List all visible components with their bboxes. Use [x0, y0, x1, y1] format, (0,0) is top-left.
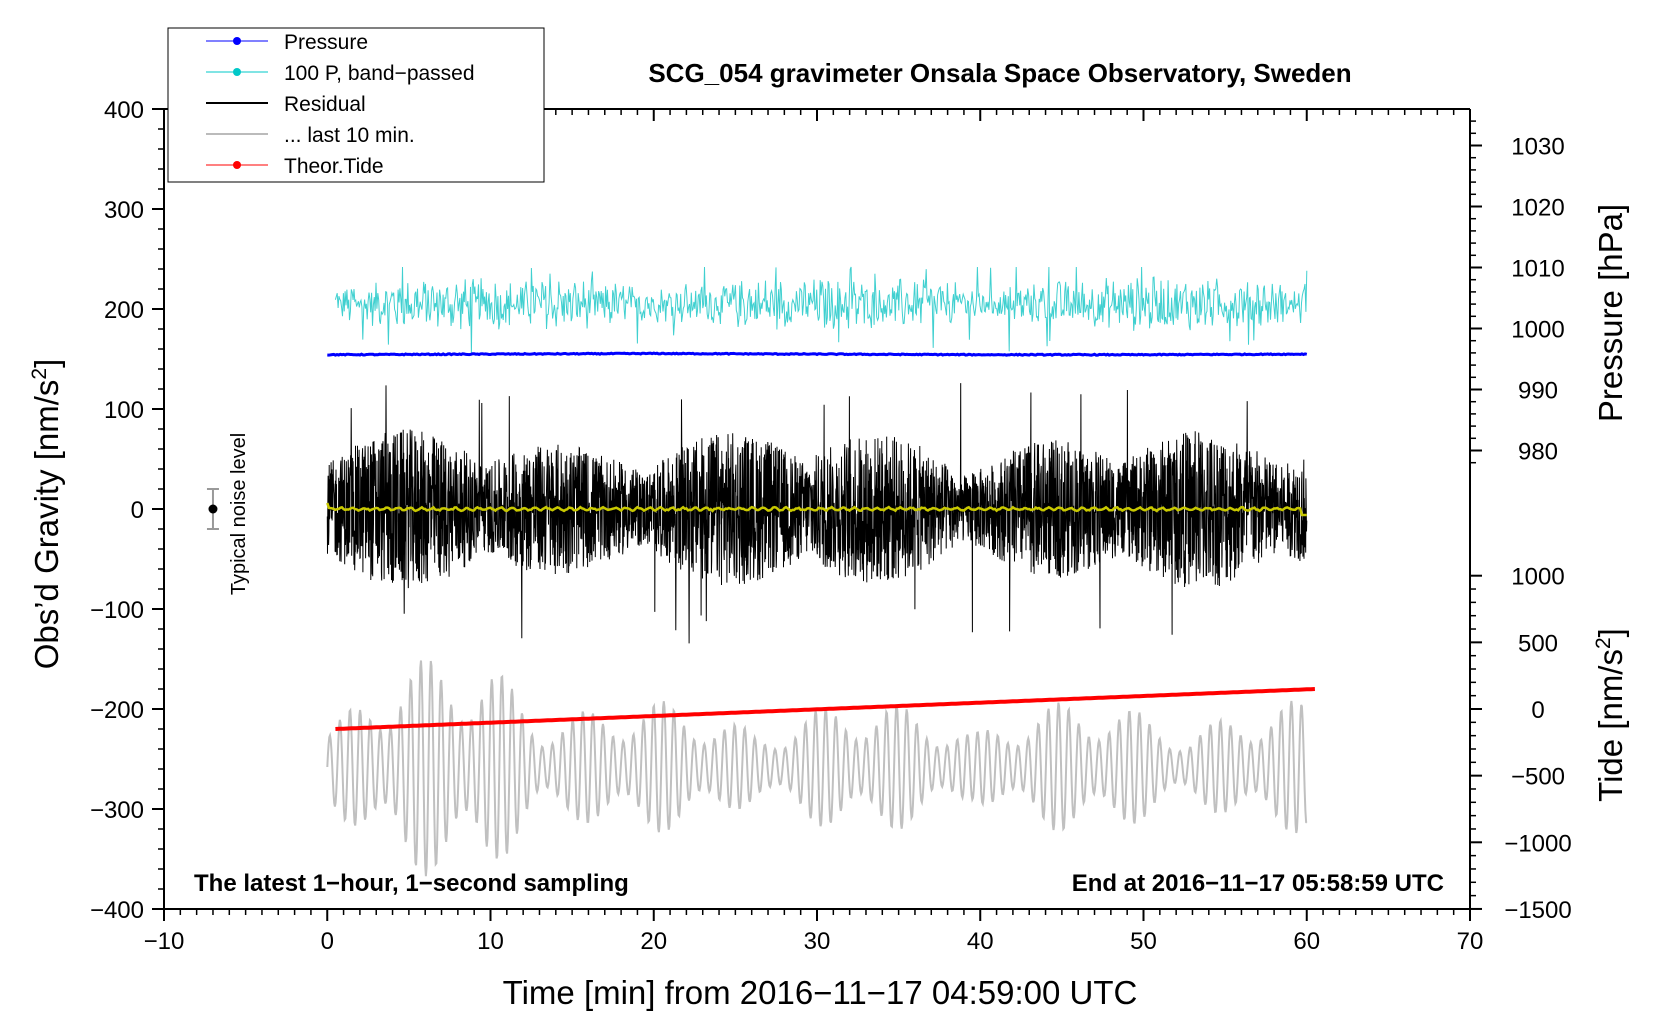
y-tick-label: −400: [90, 897, 144, 924]
y-tick-label: 300: [104, 197, 144, 224]
legend-marker: [233, 37, 241, 45]
noise-level-indicator: Typical noise level: [206, 433, 250, 595]
tide-tick-label: −1000: [1504, 830, 1571, 857]
legend-box: [167, 27, 545, 183]
tide-axis-label-prefix: Tide [nm/s: [1592, 649, 1629, 802]
legend-label: ... last 10 min.: [284, 124, 415, 147]
series-residual-line: [326, 383, 1308, 644]
x-tick-label: 0: [321, 928, 334, 955]
series-smoothed-line: [326, 502, 1307, 517]
tide-tick-label: 500: [1518, 630, 1558, 657]
x-tick-label: 60: [1293, 928, 1320, 955]
tide-tick-label: 0: [1531, 697, 1544, 724]
tide-tick-label: −1500: [1504, 897, 1571, 924]
y-tick-label: −100: [90, 597, 144, 624]
y-tick-label: −200: [90, 697, 144, 724]
pressure-tick-label: 990: [1518, 378, 1558, 405]
series-bandpassed-line: [334, 266, 1308, 354]
y-tick-label: −300: [90, 797, 144, 824]
legend-marker: [233, 161, 241, 169]
x-tick-label: 10: [477, 928, 504, 955]
noise-level-label: Typical noise level: [228, 433, 250, 595]
pressure-tick-label: 980: [1518, 439, 1558, 466]
tide-axis-label: Tide [nm/s2]: [1592, 628, 1629, 802]
x-axis-label: Time [min] from 2016−11−17 04:59:00 UTC: [503, 974, 1138, 1011]
pressure-tick-label: 1000: [1511, 317, 1564, 344]
plot-area: [326, 266, 1315, 877]
legend-label: Pressure: [284, 31, 368, 54]
legend-label: Residual: [284, 93, 366, 116]
tide-axis-label-suffix: ]: [1592, 628, 1629, 637]
annotation-sampling: The latest 1−hour, 1−second sampling: [194, 870, 629, 897]
pressure-tick-label: 1020: [1511, 195, 1564, 222]
pressure-axis-label: Pressure [hPa]: [1592, 204, 1629, 422]
tide-tick-label: −500: [1511, 764, 1565, 791]
y-tick-label: 400: [104, 97, 144, 124]
noise-point: [208, 504, 218, 514]
series-pressure-line: [327, 351, 1308, 357]
series-tide-line: [335, 687, 1315, 731]
x-tick-label: 50: [1130, 928, 1157, 955]
x-tick-label: 40: [967, 928, 994, 955]
y-tick-label: 200: [104, 297, 144, 324]
y-axis-label-prefix: Obs’d Gravity [nm/s: [28, 380, 65, 670]
x-tick-label: 20: [640, 928, 667, 955]
tide-tick-label: 1000: [1511, 564, 1564, 591]
chart-title: SCG_054 gravimeter Onsala Space Observat…: [648, 58, 1351, 88]
pressure-tick-label: 1010: [1511, 256, 1564, 283]
y-tick-label: 0: [131, 497, 144, 524]
y-axis-label-sup: 2: [28, 368, 51, 380]
annotation-end-time: End at 2016−11−17 05:58:59 UTC: [1072, 870, 1444, 897]
y-axis-label: Obs’d Gravity [nm/s2]: [28, 359, 65, 670]
series-last10-line: [326, 660, 1308, 877]
x-tick-label: 30: [804, 928, 831, 955]
y-axis-label-suffix: ]: [28, 359, 65, 368]
legend: Pressure 100 P, band−passed Residual ... la…: [167, 27, 545, 183]
x-tick-label: 70: [1457, 928, 1484, 955]
legend-label: 100 P, band−passed: [284, 62, 475, 85]
tide-axis-label-sup: 2: [1592, 637, 1615, 649]
pressure-tick-label: 1030: [1511, 134, 1564, 161]
y-tick-label: 100: [104, 397, 144, 424]
x-tick-label: −10: [144, 928, 185, 955]
legend-label: Theor.Tide: [284, 155, 384, 178]
legend-marker: [233, 68, 241, 76]
